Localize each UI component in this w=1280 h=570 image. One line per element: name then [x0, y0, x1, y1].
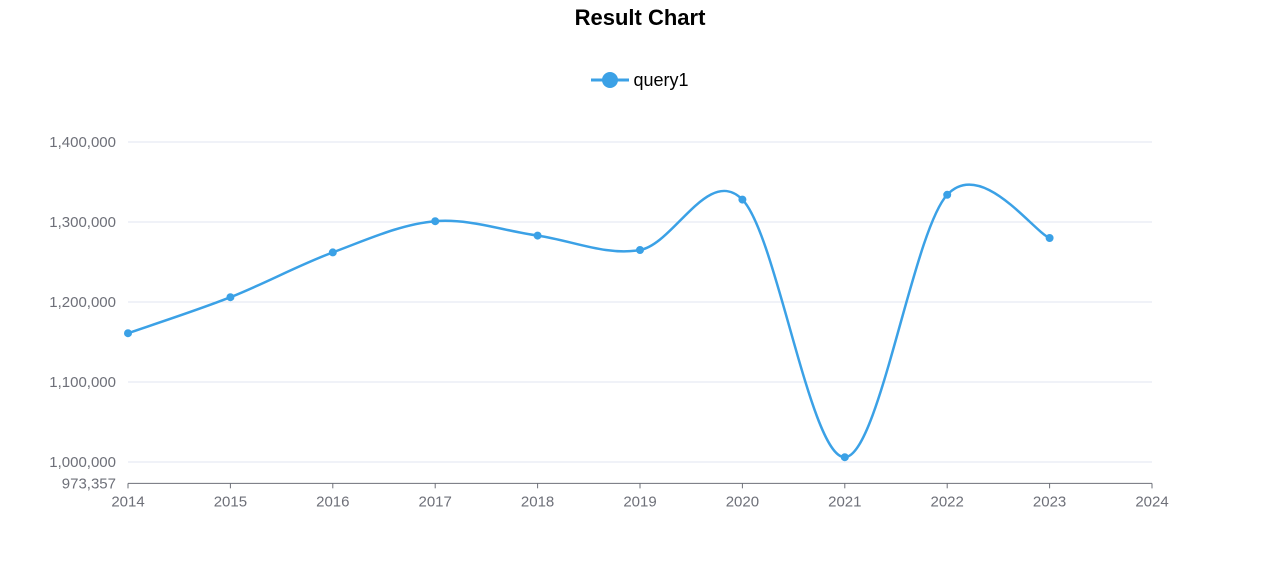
y-min-label: 973,357: [62, 475, 116, 492]
data-point[interactable]: [124, 329, 132, 338]
data-point[interactable]: [636, 246, 644, 254]
axes: 1,000,000 1,100,000 1,200,000 1,300,000 1,40…: [49, 134, 1168, 510]
data-point[interactable]: [1045, 234, 1054, 242]
data-point[interactable]: [943, 190, 952, 199]
series-line-query1: [127, 183, 1051, 459]
x-tick-label: 2016: [316, 493, 349, 510]
legend-line-icon: [591, 72, 630, 88]
y-tick-label: 1,300,000: [49, 214, 116, 231]
data-point[interactable]: [431, 217, 440, 226]
chart-title: Result Chart: [574, 5, 706, 30]
y-tick-label: 1,100,000: [49, 374, 116, 391]
data-point[interactable]: [840, 453, 849, 462]
legend: query1: [0, 66, 1280, 94]
legend-item-query1[interactable]: query1: [591, 66, 689, 94]
x-tick-label: 2020: [726, 493, 759, 510]
grid-lines: [128, 141, 1152, 463]
legend-label: query1: [633, 69, 689, 90]
x-tick-label: 2018: [521, 493, 554, 510]
data-point[interactable]: [738, 195, 747, 204]
x-tick-label: 2021: [828, 493, 861, 510]
y-tick-label: 1,200,000: [49, 294, 116, 311]
x-tick-label: 2014: [111, 493, 144, 510]
data-point[interactable]: [533, 231, 542, 240]
x-tick-label: 2015: [214, 493, 247, 510]
data-point[interactable]: [226, 293, 235, 302]
series-layer: [124, 183, 1054, 462]
x-tick-label: 2023: [1033, 493, 1066, 510]
y-tick-label: 1,400,000: [49, 134, 116, 151]
x-tick-label: 2024: [1135, 493, 1168, 510]
x-tick-label: 2022: [931, 493, 964, 510]
x-tick-label: 2019: [623, 493, 656, 510]
y-tick-label: 1,000,000: [49, 454, 116, 471]
data-point[interactable]: [328, 248, 337, 257]
x-tick-label: 2017: [419, 493, 452, 510]
